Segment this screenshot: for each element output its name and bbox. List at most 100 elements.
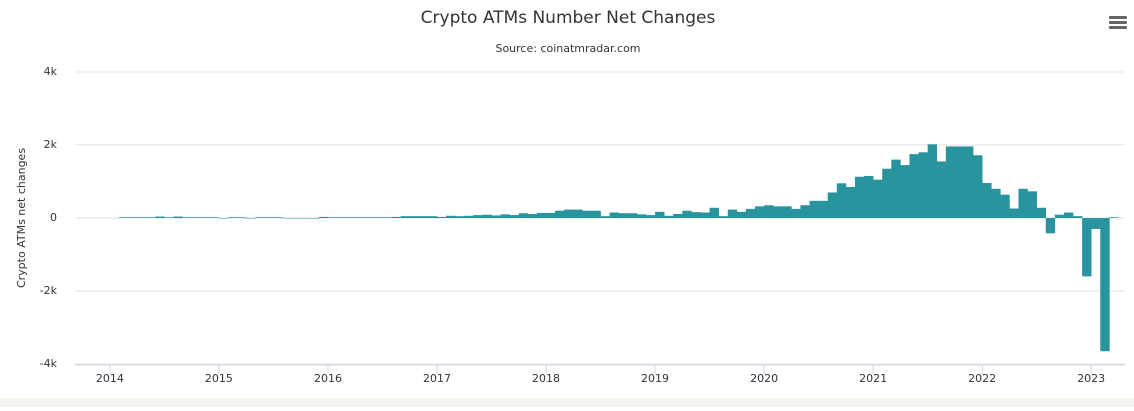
bar: [309, 218, 320, 219]
bar: [382, 217, 392, 218]
bar: [137, 217, 147, 218]
bar: [282, 218, 292, 219]
bar: [246, 218, 256, 219]
bar: [900, 165, 910, 218]
bar: [436, 216, 447, 218]
bar: [209, 217, 220, 218]
y-tick-label: 0: [50, 211, 57, 224]
bar: [1000, 194, 1010, 218]
bar: [564, 209, 574, 218]
bar: [1063, 212, 1074, 218]
bar: [191, 217, 202, 218]
x-tick-label: 2015: [205, 372, 233, 385]
bar: [1073, 216, 1083, 218]
bar: [327, 217, 338, 218]
bar: [591, 210, 601, 218]
x-tick-label: 2022: [968, 372, 996, 385]
bar: [155, 216, 165, 218]
x-tick-label: 2020: [750, 372, 778, 385]
chart-subtitle: Source: coinatmradar.com: [495, 42, 640, 55]
bar: [318, 216, 329, 218]
y-tick-label: -2k: [40, 284, 58, 297]
bar: [827, 192, 838, 218]
bar: [845, 186, 856, 218]
y-tick-label: 2k: [44, 138, 58, 151]
bar: [982, 182, 992, 218]
bar: [1036, 207, 1047, 218]
bar: [418, 216, 429, 218]
bar: [809, 200, 819, 218]
bar: [455, 216, 465, 218]
bar: [337, 217, 347, 218]
bar: [1045, 218, 1056, 234]
bar: [128, 217, 138, 218]
bar: [1027, 191, 1037, 218]
bar: [146, 217, 156, 218]
bar: [536, 212, 547, 218]
y-tick-label: -4k: [40, 357, 58, 370]
bar: [482, 214, 492, 218]
bar: [400, 216, 411, 218]
x-tick-label: 2017: [423, 372, 451, 385]
bar: [782, 206, 792, 218]
bar: [836, 183, 847, 218]
bar: [864, 176, 874, 218]
bar: [927, 144, 938, 218]
bar: [200, 217, 211, 218]
bar: [609, 212, 620, 218]
menu-button[interactable]: [1109, 16, 1127, 29]
bar: [364, 217, 374, 218]
bar: [291, 218, 302, 219]
bar: [264, 217, 274, 218]
x-tick-label: 2018: [532, 372, 560, 385]
bar: [891, 159, 901, 218]
bar: [1009, 208, 1019, 218]
bar: [936, 161, 947, 218]
bar: [391, 216, 401, 218]
bar: [963, 146, 974, 218]
bar: [182, 217, 192, 218]
bar: [273, 217, 283, 218]
bar: [618, 213, 629, 218]
bar: [573, 209, 583, 218]
bar: [555, 210, 565, 218]
bar: [582, 210, 592, 218]
bar: [518, 213, 529, 218]
bar: [736, 211, 747, 218]
bar: [954, 146, 965, 218]
bar: [500, 214, 510, 218]
bar: [355, 217, 365, 218]
bar: [645, 215, 656, 218]
bar: [546, 212, 556, 218]
bar: [854, 176, 865, 218]
x-tick-label: 2016: [314, 372, 342, 385]
bar: [255, 217, 265, 218]
bar: [664, 215, 674, 218]
bar: [882, 168, 892, 218]
bar: [673, 213, 683, 218]
bar: [727, 209, 738, 218]
chart-title: Crypto ATMs Number Net Changes: [421, 8, 716, 28]
bar: [409, 216, 420, 218]
bar: [764, 205, 774, 218]
bar: [682, 210, 692, 218]
x-tick-label: 2023: [1077, 372, 1105, 385]
bar: [745, 208, 756, 218]
y-axis-label: Crypto ATMs net changes: [15, 148, 28, 288]
bar: [464, 215, 474, 218]
bar: [718, 216, 729, 218]
x-tick-label: 2019: [641, 372, 669, 385]
bar: [800, 205, 810, 218]
bar: [228, 217, 238, 218]
bar: [991, 188, 1001, 218]
bar: [655, 211, 665, 218]
bar: [118, 217, 129, 218]
bar: [164, 217, 174, 218]
bar: [627, 213, 638, 218]
x-tick-label: 2014: [96, 372, 124, 385]
bar: [373, 217, 383, 218]
bar: [509, 215, 520, 218]
bar: [427, 216, 438, 218]
bar: [173, 216, 183, 218]
